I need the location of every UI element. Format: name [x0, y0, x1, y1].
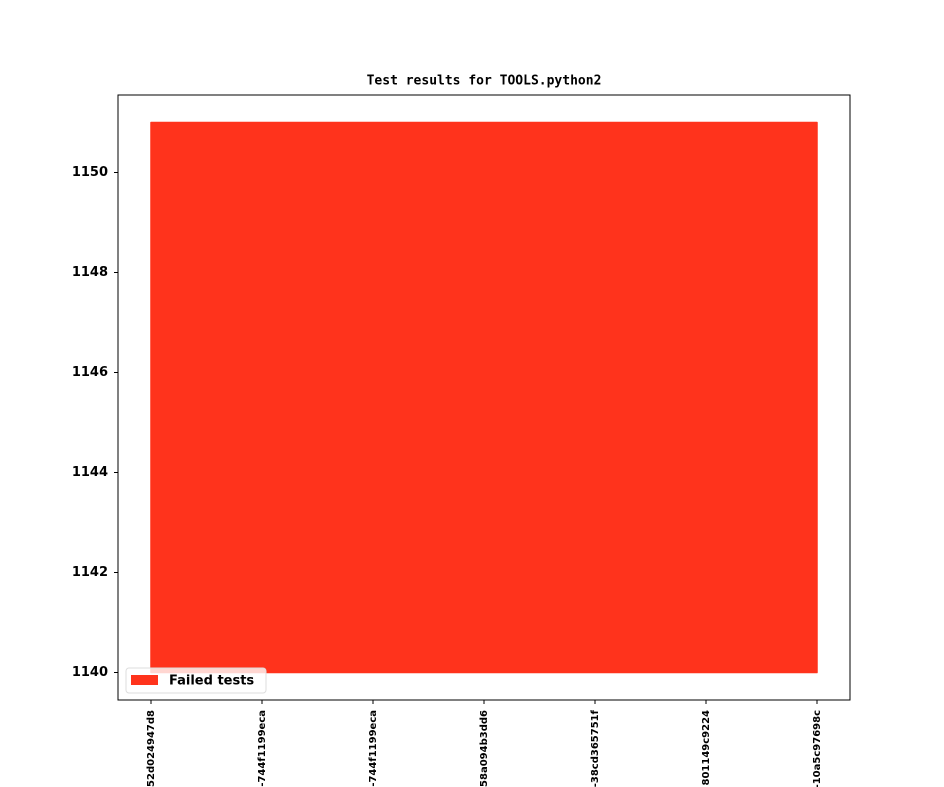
area [150, 121, 818, 674]
x-tick-label: -38cd365751f [590, 709, 601, 787]
axes-frame [117, 94, 851, 701]
chart-title: Test results for TOOLS.python2 [367, 74, 602, 89]
x-tick-label: -10a5c97698c [812, 710, 823, 787]
legend-label: Failed tests [169, 674, 254, 689]
x-tick-label: 52d024947d8 [146, 710, 157, 787]
y-tick-label: 1148 [72, 265, 108, 280]
y-tick-label: 1150 [72, 165, 108, 180]
y-tick-label: 1144 [72, 465, 108, 480]
x-tick-label: 801149c9224 [701, 710, 712, 786]
y-tick-label: 1142 [72, 565, 108, 580]
x-tick-label: -744f1199eca [368, 710, 379, 787]
y-tick-label: 1140 [72, 665, 108, 680]
x-tick-label: 58a094b3dd6 [479, 710, 490, 787]
legend-swatch [131, 675, 158, 685]
y-tick-label: 1146 [72, 365, 108, 380]
x-tick-label: -744f1199eca [257, 710, 268, 787]
legend-box [125, 667, 267, 694]
